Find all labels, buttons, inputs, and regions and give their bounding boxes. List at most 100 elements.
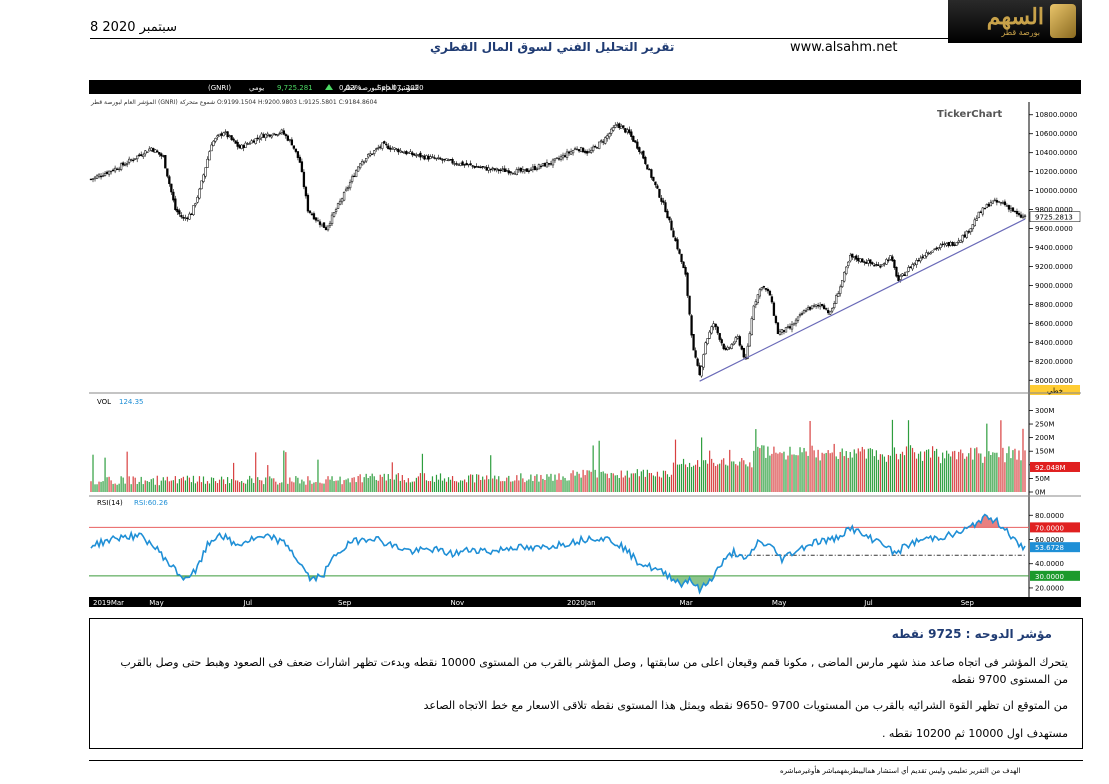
candle-body (176, 208, 179, 213)
candle-body (600, 140, 603, 142)
volume-bar (464, 479, 466, 492)
volume-bar (851, 457, 853, 492)
volume-bar (243, 482, 245, 492)
volume-bar (717, 464, 719, 492)
candle-body (875, 264, 878, 266)
candle-body (1013, 210, 1017, 213)
volume-bar (783, 451, 785, 492)
candle-body (342, 192, 346, 201)
volume-tick-label: 50M (1035, 475, 1050, 483)
candle-body (798, 314, 802, 317)
volume-bar (570, 473, 572, 492)
volume-bar (520, 473, 522, 492)
volume-bar (909, 445, 912, 492)
volume-bar (345, 479, 347, 492)
candle-body (895, 266, 898, 277)
candle-body (158, 152, 161, 155)
price-tick-label: 9600.0000 (1035, 225, 1073, 233)
volume-bar (104, 457, 106, 492)
candle-body (467, 163, 470, 166)
candle-body (101, 175, 105, 177)
last-price-tag (1029, 211, 1081, 222)
candle-body (541, 163, 545, 166)
volume-bar (461, 480, 464, 492)
volume-bar (251, 478, 253, 492)
volume-bar (741, 458, 743, 492)
candle-body (322, 222, 326, 228)
volume-bar (329, 479, 331, 492)
candle-body (664, 202, 667, 213)
candle-body (762, 286, 766, 288)
candle-body (790, 323, 794, 330)
candle-body (802, 309, 806, 314)
volume-bar (978, 453, 980, 492)
candle-body (955, 242, 958, 246)
volume-bar (652, 475, 655, 492)
candle-body (170, 183, 173, 193)
volume-bar (413, 481, 415, 492)
last-price-label: 9725.2813 (1035, 214, 1073, 222)
rsi-line (90, 513, 1026, 595)
website-link[interactable]: www.alsahm.net (790, 40, 898, 55)
candle-body (818, 304, 822, 307)
volume-bar (275, 481, 277, 492)
volume-bar (176, 483, 178, 492)
volume-bar (962, 453, 964, 492)
volume-bar (877, 459, 879, 492)
candle-body (606, 135, 609, 139)
volume-bar (954, 450, 956, 492)
volume-bar (411, 481, 413, 492)
volume-bar (100, 481, 102, 492)
rsi-tick-label: 60.0000 (1035, 536, 1064, 544)
candle-body (505, 170, 508, 172)
volume-bar (942, 452, 944, 492)
volume-bar (208, 483, 211, 492)
volume-bar (174, 476, 176, 492)
volume-bar (644, 476, 646, 492)
candle-body (965, 230, 968, 238)
rsi-level-tag (1030, 542, 1080, 553)
candle-body (236, 141, 239, 147)
price-tick-label: 9200.0000 (1035, 263, 1073, 271)
volume-bar (359, 474, 361, 492)
volume-bar (353, 477, 355, 492)
candle-body (736, 336, 739, 339)
volume-bar (297, 477, 299, 492)
volume-bar (938, 456, 940, 492)
volume-bar (568, 480, 570, 492)
candle-body (435, 157, 438, 160)
candle-body (907, 267, 910, 272)
candle-body (656, 185, 659, 189)
volume-bar (172, 480, 174, 492)
volume-bar (241, 481, 243, 492)
candle-body (224, 131, 227, 133)
volume-bar (612, 473, 614, 492)
volume-bar (367, 477, 369, 492)
volume-tick-label: 300M (1035, 407, 1054, 415)
candle-body (348, 181, 352, 189)
candle-body (489, 168, 492, 171)
candle-body (915, 260, 918, 265)
candle-body (375, 148, 378, 150)
candle-body (885, 259, 888, 265)
candle-body (316, 220, 320, 222)
volume-bar (837, 458, 839, 492)
candle-body (555, 157, 559, 159)
candle-body (650, 169, 653, 178)
volume-bar (560, 479, 562, 492)
volume-bar (498, 476, 500, 492)
candle-body (142, 154, 145, 157)
volume-bar (198, 476, 201, 492)
candle-body (583, 150, 587, 153)
candle-body (294, 148, 298, 152)
candle-body (385, 143, 388, 146)
toolbar-date: Sep 07, 2020 (377, 84, 424, 92)
candle-body (465, 162, 468, 166)
scale-type-tag[interactable] (1030, 385, 1080, 395)
candle-body (718, 333, 721, 340)
volume-bar (439, 473, 442, 492)
candle-body (431, 156, 434, 158)
candle-body (391, 148, 394, 150)
candle-body (495, 167, 498, 171)
candle-body (696, 358, 699, 366)
